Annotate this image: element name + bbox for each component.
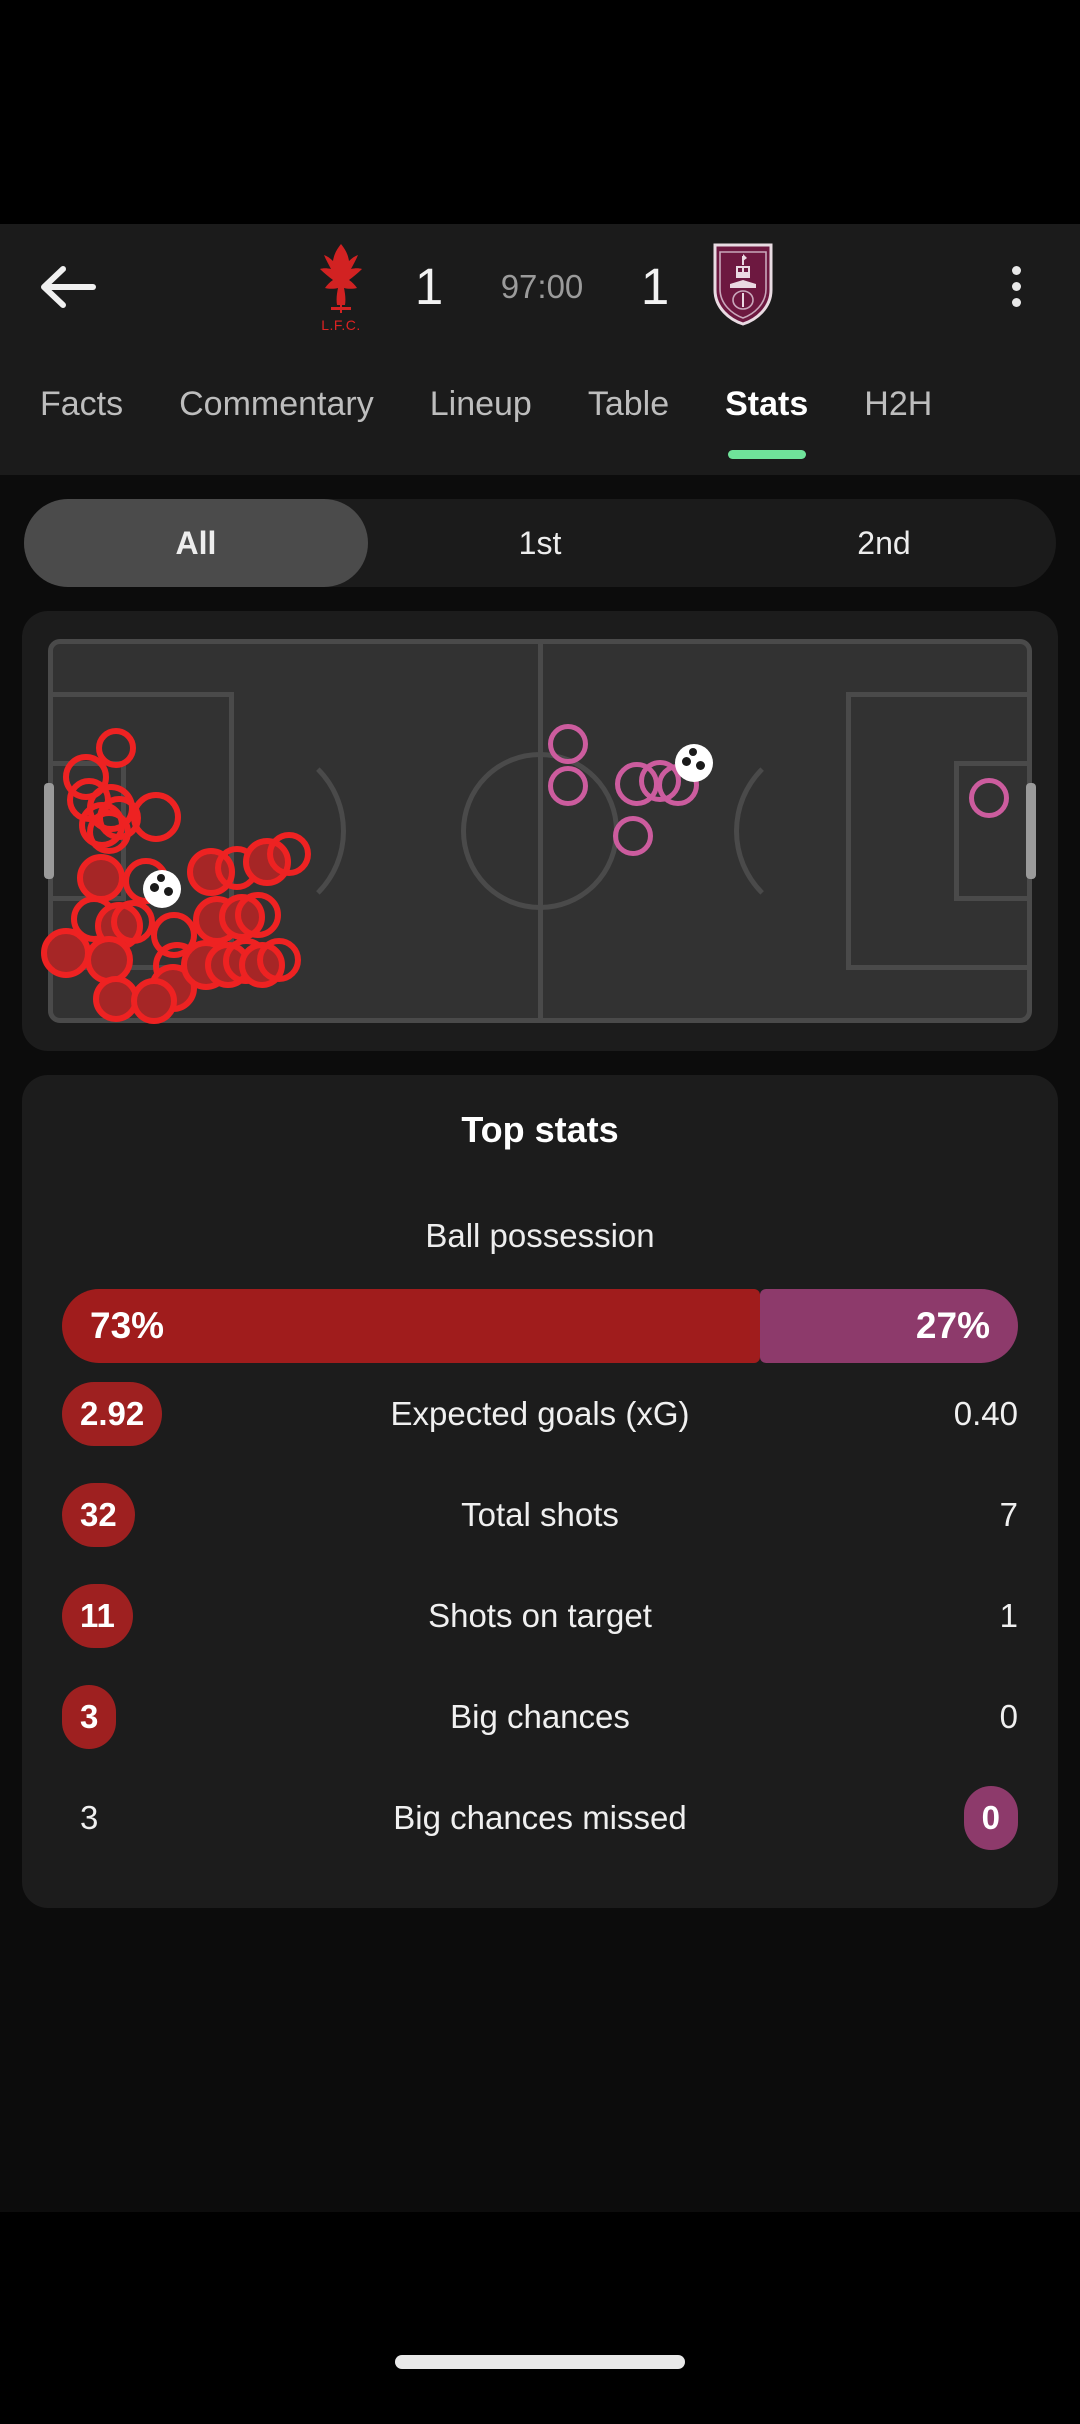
- segment-first-half[interactable]: 1st: [518, 525, 562, 561]
- tab-h2h[interactable]: H2H: [864, 385, 933, 423]
- goal-left: [44, 783, 54, 879]
- table-row: 11 Shots on target 1: [22, 1565, 1058, 1666]
- shot-marker[interactable]: [267, 832, 311, 876]
- scoreline[interactable]: L.F.C. 1 97:00 1: [116, 241, 968, 333]
- penalty-area-right: [846, 692, 1032, 970]
- table-row: 3 Big chances 0: [22, 1666, 1058, 1767]
- penalty-arc-right: [734, 741, 846, 921]
- more-vertical-icon[interactable]: [968, 266, 1064, 307]
- shot-marker[interactable]: [257, 938, 301, 982]
- shot-marker[interactable]: [613, 816, 653, 856]
- liverpool-crest-icon: L.F.C.: [298, 241, 384, 333]
- status-bar: [0, 0, 1080, 224]
- pitch: [41, 639, 1036, 1024]
- stat-label: Big chances: [450, 1697, 630, 1735]
- penalty-area-left: [48, 692, 234, 970]
- match-detail-screen: L.F.C. 1 97:00 1: [0, 224, 1080, 2212]
- segment-second-half[interactable]: 2nd: [857, 525, 911, 561]
- active-tab-indicator: [727, 450, 806, 459]
- away-team-crest[interactable]: [698, 242, 788, 332]
- top-stats-card: Top stats Ball possession 73% 27% 2.92 E…: [22, 1075, 1058, 1908]
- match-clock: 97:00: [500, 267, 584, 305]
- shot-marker[interactable]: [111, 900, 155, 944]
- shot-marker[interactable]: [235, 892, 281, 938]
- tab-lineup[interactable]: Lineup: [429, 385, 532, 423]
- shot-marker[interactable]: [548, 766, 588, 806]
- stat-home-value: 3: [80, 1798, 99, 1836]
- bottom-black-area: [0, 2212, 1080, 2424]
- back-button[interactable]: [20, 265, 116, 309]
- possession-home-fill: 73%: [62, 1289, 760, 1363]
- shot-marker[interactable]: [969, 778, 1009, 818]
- stat-label: Shots on target: [428, 1596, 652, 1634]
- tab-bar: Facts Commentary Lineup Table Stats H2H: [0, 349, 1080, 475]
- arrow-left-icon: [39, 265, 97, 309]
- status-badge: 3: [62, 1684, 117, 1749]
- status-badge: 0: [963, 1785, 1018, 1850]
- home-indicator[interactable]: [395, 2355, 685, 2369]
- goal-area-right: [954, 761, 1032, 901]
- shot-map-card[interactable]: [22, 611, 1058, 1051]
- home-score: 1: [414, 258, 444, 315]
- away-score: 1: [640, 258, 670, 315]
- possession-away-fill: 27%: [759, 1289, 1018, 1363]
- shot-marker[interactable]: [131, 792, 181, 842]
- stat-label: Big chances missed: [393, 1798, 687, 1836]
- match-header: L.F.C. 1 97:00 1: [0, 224, 1080, 349]
- tab-table[interactable]: Table: [587, 385, 670, 423]
- possession-label: Ball possession: [425, 1217, 655, 1254]
- possession-home-value: 73%: [90, 1305, 165, 1346]
- segment-all[interactable]: All: [175, 525, 217, 561]
- shot-marker[interactable]: [96, 728, 136, 768]
- stat-label: Expected goals (xG): [390, 1394, 690, 1432]
- tab-stats[interactable]: Stats: [725, 385, 808, 459]
- segment-thumb: [24, 499, 368, 587]
- stat-away-value: 0: [999, 1697, 1018, 1735]
- center-circle: [461, 752, 619, 910]
- shot-marker[interactable]: [41, 928, 91, 978]
- tab-facts[interactable]: Facts: [40, 385, 124, 423]
- shot-marker[interactable]: [548, 724, 588, 764]
- shot-marker[interactable]: [77, 854, 125, 902]
- goal-right: [1026, 783, 1036, 879]
- stat-away-value: 0.40: [953, 1394, 1018, 1432]
- football-icon[interactable]: [675, 744, 713, 782]
- table-row: 2.92 Expected goals (xG) 0.40: [22, 1363, 1058, 1464]
- status-badge: 2.92: [62, 1381, 163, 1446]
- shot-marker[interactable]: [87, 810, 131, 854]
- possession-bar: 73% 27%: [62, 1289, 1018, 1363]
- possession-away-value: 27%: [915, 1305, 990, 1346]
- stat-label: Total shots: [461, 1495, 619, 1533]
- page-title: Top stats: [461, 1109, 619, 1150]
- period-filter: All 1st 2nd: [0, 475, 1080, 587]
- table-row: 32 Total shots 7: [22, 1464, 1058, 1565]
- stat-away-value: 7: [999, 1495, 1018, 1533]
- home-team-crest[interactable]: L.F.C.: [296, 241, 386, 333]
- status-badge: 11: [62, 1583, 133, 1648]
- table-row: 3 Big chances missed 0: [22, 1767, 1058, 1868]
- shot-marker[interactable]: [131, 978, 177, 1024]
- football-icon[interactable]: [143, 870, 181, 908]
- burnley-crest-icon: [712, 242, 774, 331]
- status-badge: 32: [62, 1482, 135, 1547]
- crest-caption: L.F.C.: [321, 316, 361, 333]
- tab-commentary[interactable]: Commentary: [179, 385, 374, 423]
- stat-away-value: 1: [999, 1596, 1018, 1634]
